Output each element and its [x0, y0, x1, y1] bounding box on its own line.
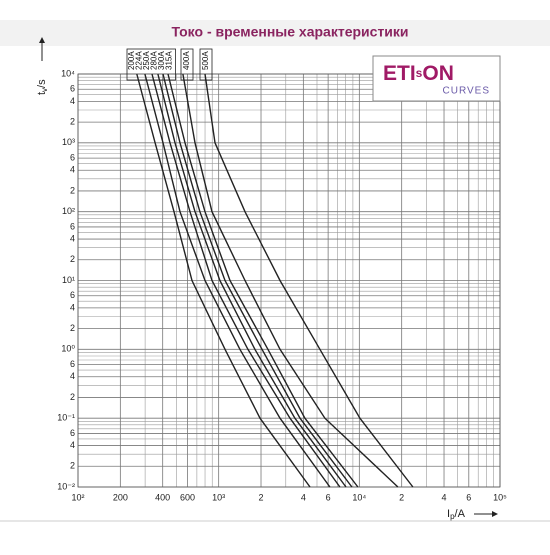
logo-part: s [416, 66, 423, 80]
logo-part: ETI [383, 62, 416, 85]
legend-label: 300A [157, 51, 166, 70]
logo-subtitle: CURVES [443, 86, 491, 97]
logo-text: ETIsON [383, 62, 454, 85]
logo-part: ON [422, 62, 454, 85]
y-label-unit: /s [36, 79, 48, 88]
y-tick-label: 2 [70, 323, 75, 333]
y-tick-label: 2 [70, 392, 75, 402]
fuse-curve [182, 73, 399, 488]
x-tick-label: 200 [113, 492, 128, 502]
chart-title: Токо - временные характеристики [171, 24, 408, 40]
fuse-curve [151, 73, 341, 488]
x-tick-label: 10⁵ [493, 492, 507, 502]
logo-box [372, 55, 501, 102]
legend-label: 250A [142, 51, 151, 70]
x-tick-label: 10² [71, 492, 84, 502]
y-tick-label: 4 [70, 233, 75, 243]
fuse-curve [167, 73, 359, 488]
fuse-curve [136, 73, 311, 488]
y-label-subscript: v [40, 88, 49, 92]
legend-label: 280A [150, 51, 159, 70]
legend-label: 224A [135, 51, 144, 70]
fuse-curve [162, 73, 353, 488]
y-arrowhead [39, 37, 45, 43]
y-tick-label: 10¹ [62, 275, 75, 285]
legend-label: 200A [127, 51, 136, 70]
legend-box [199, 48, 213, 81]
y-tick-label: 4 [70, 165, 75, 175]
x-arrowhead [492, 511, 498, 517]
x-tick-label: 6 [466, 492, 471, 502]
x-tick-label: 2 [259, 492, 264, 502]
y-tick-label: 10³ [62, 137, 75, 147]
y-tick-label: 2 [70, 254, 75, 264]
y-tick-label: 6 [70, 290, 75, 300]
x-tick-label: 10⁴ [352, 492, 366, 502]
grid [77, 73, 501, 488]
y-tick-label: 6 [70, 221, 75, 231]
x-tick-label: 600 [180, 492, 195, 502]
y-tick-label: 2 [70, 116, 75, 126]
fuse-curve [204, 73, 414, 488]
y-tick-label: 10⁻¹ [57, 413, 75, 423]
y-tick-label: 6 [70, 359, 75, 369]
x-tick-label: 4 [442, 492, 447, 502]
x-tick-label: 4 [301, 492, 306, 502]
y-tick-label: 6 [70, 84, 75, 94]
legend-label: 500A [201, 51, 210, 70]
y-tick-label: 4 [70, 371, 75, 381]
x-label-subscript: p [450, 512, 455, 521]
y-tick-label: 4 [70, 302, 75, 312]
x-tick-label: 10³ [212, 492, 225, 502]
legend-box [126, 48, 176, 81]
y-axis-label: tv/s [36, 37, 49, 95]
x-label-unit: /A [455, 508, 466, 520]
y-tick-label: 2 [70, 461, 75, 471]
y-tick-label: 6 [70, 428, 75, 438]
y-tick-label: 10⁻² [57, 481, 75, 491]
curves [136, 73, 414, 488]
x-label-text: Ip/A [447, 508, 466, 521]
y-tick-label: 2 [70, 185, 75, 195]
y-tick-label: 4 [70, 96, 75, 106]
legend-label: 400A [182, 51, 191, 70]
y-tick-label: 10⁴ [61, 68, 75, 78]
y-label-symbol: t [36, 92, 48, 95]
title-band [0, 20, 550, 46]
x-tick-label: 6 [326, 492, 331, 502]
x-tick-label: 2 [399, 492, 404, 502]
y-tick-label: 6 [70, 152, 75, 162]
labels: 10² 200 400 600 10³ 2 4 6 10⁴ 2 4 6 10⁵ 10⁻² 2 4 6 10⁻¹ 2 4… [57, 48, 507, 502]
y-tick-label: 10² [62, 206, 75, 216]
y-tick-label: 10⁰ [61, 344, 75, 354]
legend-label: 315A [165, 51, 174, 70]
y-label-text: tv/s [36, 79, 49, 95]
plot-frame [77, 73, 501, 488]
x-label-symbol: I [447, 508, 450, 520]
fuse-curve [144, 73, 331, 488]
fuse-curve [157, 73, 347, 488]
x-tick-label: 400 [155, 492, 170, 502]
legend-box [180, 48, 194, 81]
y-tick-label: 4 [70, 440, 75, 450]
